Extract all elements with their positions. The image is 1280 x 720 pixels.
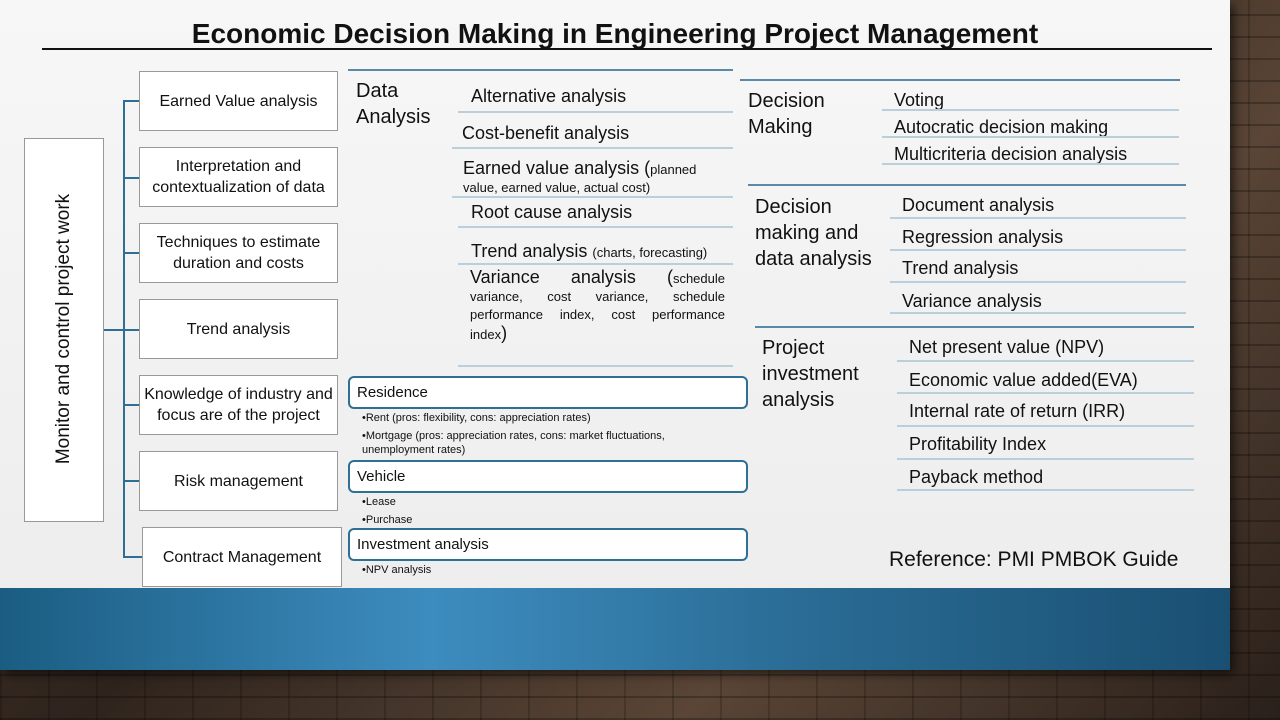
decision-data-top-rule <box>748 184 1186 186</box>
data-analysis-top-rule <box>348 69 733 71</box>
item-trend-analysis: Trend analysis (charts, forecasting) <box>471 241 707 262</box>
trend-detail: (charts, forecasting) <box>592 245 708 260</box>
investment-item-irr: Internal rate of return (IRR) <box>909 401 1126 421</box>
decision-data-item-trend: Trend analysis <box>902 258 1019 278</box>
variance-label: Variance analysis ( <box>470 267 673 287</box>
divider <box>890 217 1186 219</box>
node-contract-management: Contract Management <box>142 527 342 587</box>
variance-detail: schedule variance, cost variance, schedu… <box>470 271 725 342</box>
root-node-box <box>24 138 104 522</box>
decision-data-item-variance: Variance analysis <box>902 291 1042 311</box>
decision-making-heading: Decision Making <box>748 90 825 138</box>
page-title: Economic Decision Making in Engineering … <box>191 18 1039 49</box>
decision-item-voting: Voting <box>894 90 945 110</box>
divider <box>882 109 1179 111</box>
item-alternative-analysis: Alternative analysis <box>471 86 627 106</box>
connector-trunk <box>123 100 125 557</box>
node-trend-analysis: Trend analysis <box>139 299 338 359</box>
investment-item-npv: Net present value (NPV) <box>909 337 1105 357</box>
investment-item-eva: Economic value added(EVA) <box>909 370 1138 390</box>
connector-branch <box>123 480 139 482</box>
divider <box>458 111 733 113</box>
connector-branch <box>123 100 139 102</box>
connector-root <box>104 329 124 331</box>
investment-analysis-box: Investment analysis <box>348 528 748 561</box>
node-risk-management: Risk management <box>139 451 338 511</box>
connector-branch <box>123 252 139 254</box>
divider <box>890 249 1186 251</box>
node-interpretation: Interpretation and contextualization of … <box>139 147 338 207</box>
divider <box>452 147 733 149</box>
residence-bullet-rent: •Rent (pros: flexibility, cons: apprecia… <box>362 412 591 424</box>
decision-data-item-document: Document analysis <box>902 195 1055 215</box>
earned-value-label: Earned value analysis ( <box>463 158 651 178</box>
title-underline <box>42 48 1212 50</box>
connector-branch <box>123 177 139 179</box>
reference-text: Reference: PMI PMBOK Guide <box>889 548 1179 571</box>
connector-branch <box>123 404 139 406</box>
footer-band <box>0 588 1230 670</box>
node-earned-value: Earned Value analysis <box>139 71 338 131</box>
connector-branch <box>123 556 143 558</box>
investment-top-rule <box>755 326 1194 328</box>
decision-data-item-regression: Regression analysis <box>902 227 1064 247</box>
item-root-cause: Root cause analysis <box>471 202 633 222</box>
divider <box>458 365 733 367</box>
residence-box: Residence <box>348 376 748 409</box>
item-variance-analysis: Variance analysis (schedule variance, co… <box>470 268 725 344</box>
divider <box>882 136 1179 138</box>
earned-value-detail: value, earned value, actual cost) <box>463 180 651 195</box>
divider <box>890 312 1186 314</box>
divider <box>882 163 1179 165</box>
vehicle-bullet-lease: •Lease <box>362 496 396 508</box>
decision-item-multicriteria: Multicriteria decision analysis <box>894 144 1128 164</box>
root-node-label: Monitor and control project work <box>53 193 74 465</box>
investment-item-profitability: Profitability Index <box>909 434 1047 454</box>
vehicle-box: Vehicle <box>348 460 748 493</box>
decision-item-autocratic: Autocratic decision making <box>894 117 1109 137</box>
node-techniques: Techniques to estimate duration and cost… <box>139 223 338 283</box>
investment-item-payback: Payback method <box>909 467 1044 487</box>
vehicle-bullet-purchase: •Purchase <box>362 514 413 526</box>
decision-data-heading: Decision making and data analysis <box>755 196 872 270</box>
item-cost-benefit: Cost-benefit analysis <box>462 123 630 143</box>
divider <box>890 281 1186 283</box>
divider <box>897 458 1194 460</box>
project-investment-heading: Project investment analysis <box>762 337 859 411</box>
divider <box>897 489 1194 491</box>
slide: Economic Decision Making in Engineering … <box>0 0 1230 670</box>
divider <box>452 196 733 198</box>
connector-branch <box>123 329 139 331</box>
decision-making-top-rule <box>740 79 1180 81</box>
divider <box>458 226 733 228</box>
item-earned-value: Earned value analysis (planned <box>463 158 696 179</box>
divider <box>897 425 1194 427</box>
divider <box>897 360 1194 362</box>
earned-value-detail-start: planned <box>650 162 697 177</box>
divider <box>458 263 733 265</box>
node-knowledge: Knowledge of industry and focus are of t… <box>139 375 338 435</box>
investment-bullet-npv: •NPV analysis <box>362 564 432 576</box>
variance-close: ) <box>501 323 508 343</box>
data-analysis-heading: Data Analysis <box>356 80 431 128</box>
residence-bullet-mortgage: •Mortgage (pros: appreciation rates, con… <box>362 430 665 456</box>
divider <box>897 392 1194 394</box>
trend-label: Trend analysis <box>471 241 593 261</box>
